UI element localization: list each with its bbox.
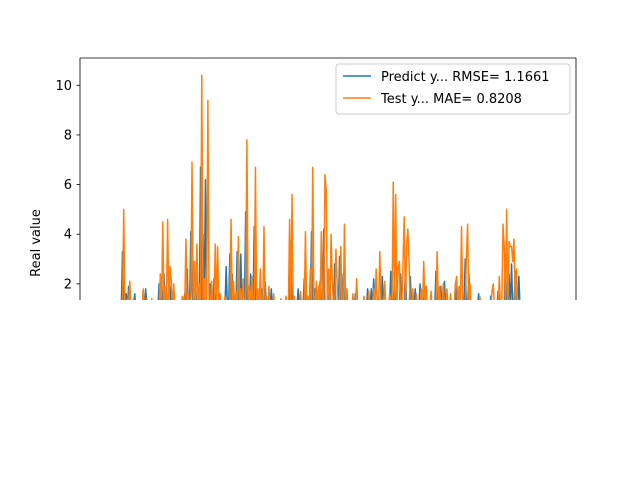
y-axis-label: Real value xyxy=(29,209,44,277)
y-tick-label: 10 xyxy=(55,79,72,94)
legend: Predict y... RMSE= 1.1661 Test y... MAE=… xyxy=(335,63,571,115)
axes xyxy=(79,57,577,300)
y-tick-label: 6 xyxy=(64,178,72,193)
y-tick-label: 8 xyxy=(64,128,72,143)
y-ticks: 2 4 6 8 10 xyxy=(55,79,80,292)
y-tick-label: 2 xyxy=(64,277,72,292)
legend-label-predict: Predict y... RMSE= 1.1661 xyxy=(381,70,550,85)
plot-area xyxy=(120,74,521,300)
legend-label-test: Test y... MAE= 0.8208 xyxy=(380,92,522,107)
y-tick-label: 4 xyxy=(64,228,72,243)
legend-frame xyxy=(335,63,571,115)
series-line-test xyxy=(121,74,519,300)
